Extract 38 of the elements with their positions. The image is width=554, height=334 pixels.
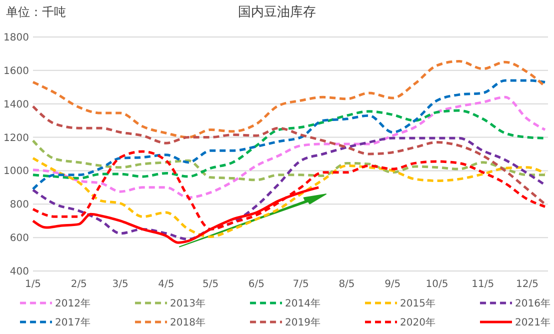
y-tick-label: 800 <box>10 200 29 211</box>
chart-title: 国内豆油库存 <box>238 5 316 20</box>
line-series <box>32 60 546 139</box>
y-axis-title: 单位：千吨 <box>6 5 66 19</box>
x-tick-label: 7/5 <box>292 279 309 290</box>
legend-label: 2015年 <box>400 298 436 310</box>
legend-label: 2020年 <box>400 316 436 328</box>
x-tick-label: 5/5 <box>202 279 219 290</box>
y-tick-label: 600 <box>10 233 29 244</box>
legend-label: 2012年 <box>55 298 90 310</box>
y-tick-label: 1000 <box>4 166 29 178</box>
x-tick-label: 6/5 <box>248 279 265 290</box>
x-tick-label: 11/5 <box>472 279 494 290</box>
x-tick-label: 3/5 <box>112 279 128 290</box>
y-tick-label: 1200 <box>4 132 29 144</box>
line-series <box>32 109 546 180</box>
legend-label: 2016年 <box>515 298 550 310</box>
line-series <box>32 136 546 240</box>
legend-label: 2014年 <box>285 298 320 310</box>
x-tick-label: 1/5 <box>24 279 42 290</box>
legend-label: 2018年 <box>170 316 206 328</box>
x-tick-label: 12/5 <box>516 279 539 290</box>
x-tick-label: 2/5 <box>70 279 87 290</box>
x-tick-label: 4/5 <box>158 279 174 290</box>
line-series <box>32 79 546 190</box>
legend-label: 2019年 <box>285 316 320 328</box>
legend-label: 2021年 <box>515 316 550 328</box>
legend-label: 2017年 <box>55 316 90 328</box>
y-tick-label: 1600 <box>4 66 29 77</box>
y-tick-label: 1400 <box>4 99 29 110</box>
line-series <box>32 139 546 182</box>
x-tick-label: 9/5 <box>384 279 401 290</box>
y-tick-label: 1800 <box>4 32 29 44</box>
line-series <box>32 156 546 238</box>
legend-label: 2013年 <box>170 298 206 310</box>
x-tick-label: 10/5 <box>426 279 448 290</box>
x-tick-label: 8/5 <box>338 279 355 290</box>
y-tick-label: 400 <box>10 266 29 278</box>
